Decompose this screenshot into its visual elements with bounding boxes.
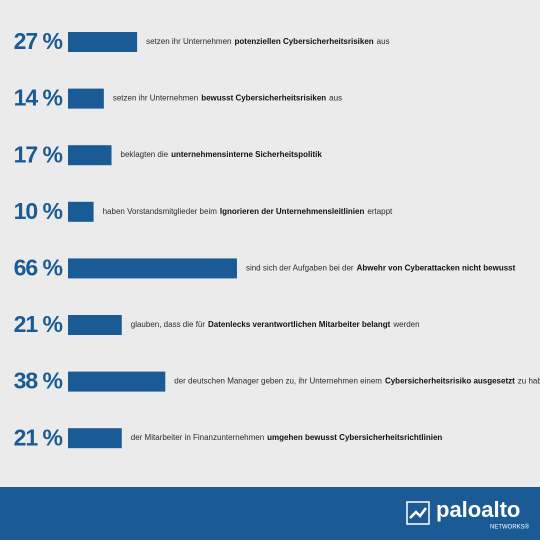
description-post: werden xyxy=(392,320,419,329)
bar xyxy=(68,315,122,335)
description-post: aus xyxy=(377,37,390,46)
bar xyxy=(68,371,166,392)
description-bold: potenziellen Cybersicherheitsrisiken xyxy=(235,37,374,46)
footer-band xyxy=(0,487,540,540)
description-pre: beklagten die xyxy=(121,150,169,159)
description-pre: setzen ihr Unternehmen xyxy=(146,37,231,46)
description-pre: glauben, dass die für xyxy=(131,320,206,329)
description-bold: Ignorieren der Unternehmensleitlinien xyxy=(220,207,365,216)
bar-description: setzen ihr Unternehmen potenziellen Cyber… xyxy=(146,37,389,46)
bar xyxy=(68,428,122,449)
bar-description: glauben, dass die für Datenlecks verantwo… xyxy=(131,320,420,329)
description-bold: Abwehr von Cyberattacken nicht bewusst xyxy=(357,264,516,273)
bar-description: haben Vorstandsmitglieder beim Ignorieren… xyxy=(103,207,393,216)
bar-description: beklagten die unternehmensinterne Sicherh… xyxy=(121,150,323,159)
value-label: 17 % xyxy=(14,141,63,167)
description-bold: Cybersicherheitsrisiko ausgesetzt xyxy=(385,377,515,386)
bar xyxy=(68,145,112,166)
value-label: 21 % xyxy=(14,311,63,337)
description-post: aus xyxy=(329,94,342,103)
description-pre: sind sich der Aufgaben bei der xyxy=(246,264,354,273)
bar xyxy=(68,201,94,222)
brand-name: paloalto xyxy=(436,497,520,522)
description-post: zu haben xyxy=(518,377,540,386)
description-bold: Datenlecks verantwortlichen Mitarbeiter … xyxy=(208,320,391,329)
bar xyxy=(68,32,138,52)
description-pre: setzen ihr Unternehmen xyxy=(113,94,198,103)
bar-description: setzen ihr Unternehmen bewusst Cybersiche… xyxy=(113,94,342,103)
logo-icon xyxy=(406,501,430,525)
description-pre: der Mitarbeiter in Finanzunternehmen xyxy=(131,433,264,442)
value-label: 38 % xyxy=(14,368,63,394)
bar xyxy=(68,258,237,279)
description-bold: unternehmensinterne Sicherheitspolitik xyxy=(171,150,322,159)
description-bold: umgehen bewusst Cybersicherheitsrichtlin… xyxy=(267,433,442,442)
value-label: 27 % xyxy=(14,28,63,54)
description-pre: der deutschen Manager geben zu, ihr Unte… xyxy=(174,377,382,386)
value-label: 21 % xyxy=(14,424,63,450)
brand-sub: NETWORKS® xyxy=(490,524,530,531)
value-label: 66 % xyxy=(14,254,63,280)
bar xyxy=(68,88,104,109)
bar-description: der Mitarbeiter in Finanzunternehmen umge… xyxy=(131,433,443,442)
bar-description: der deutschen Manager geben zu, ihr Unte… xyxy=(174,377,540,386)
value-label: 10 % xyxy=(14,198,63,224)
description-post: ertappt xyxy=(367,207,393,216)
bar-description: sind sich der Aufgaben bei der Abwehr von… xyxy=(246,264,516,273)
description-bold: bewusst Cybersicherheitsrisiken xyxy=(201,94,326,103)
description-pre: haben Vorstandsmitglieder beim xyxy=(103,207,218,216)
value-label: 14 % xyxy=(14,85,63,111)
